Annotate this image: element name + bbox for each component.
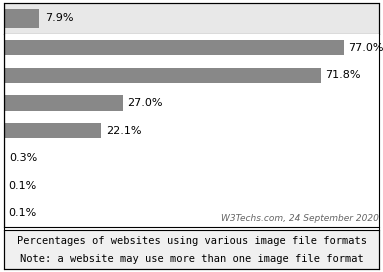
Bar [4, 9, 39, 28]
Bar [4, 40, 344, 55]
Bar [4, 123, 101, 138]
Bar [4, 95, 123, 110]
Text: 77.0%: 77.0% [348, 43, 383, 53]
Text: 71.8%: 71.8% [325, 70, 361, 81]
Text: Note: a website may use more than one image file format: Note: a website may use more than one im… [20, 254, 363, 264]
Text: 22.1%: 22.1% [106, 126, 141, 135]
Text: W3Techs.com, 24 September 2020: W3Techs.com, 24 September 2020 [221, 214, 379, 223]
Text: 0.1%: 0.1% [9, 208, 37, 218]
Text: 7.9%: 7.9% [45, 13, 74, 23]
Bar [4, 151, 5, 166]
Text: 0.3%: 0.3% [10, 153, 38, 163]
Bar [4, 68, 321, 83]
Text: 27.0%: 27.0% [128, 98, 163, 108]
Text: 0.1%: 0.1% [9, 181, 37, 191]
Text: Percentages of websites using various image file formats: Percentages of websites using various im… [16, 236, 367, 246]
